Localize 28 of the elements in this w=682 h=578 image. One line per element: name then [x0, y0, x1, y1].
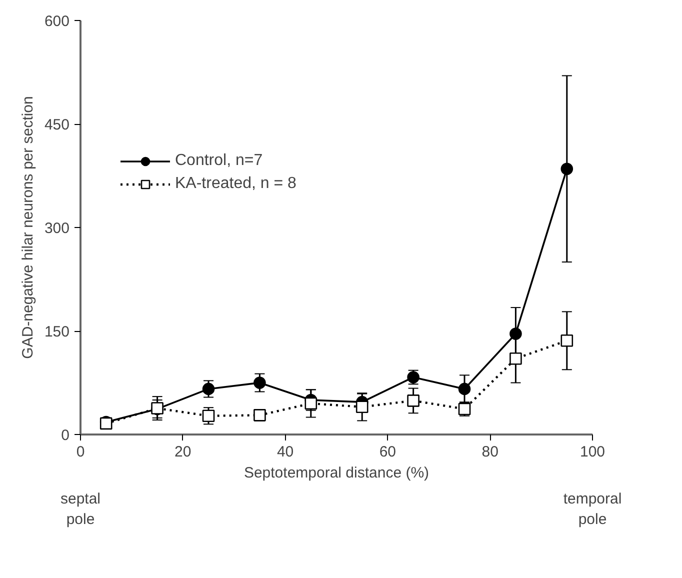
- text: temporal pole: [563, 490, 622, 528]
- x-tick-label: 100: [580, 444, 606, 460]
- point: [202, 410, 215, 422]
- point: [407, 394, 420, 407]
- point: [458, 382, 471, 396]
- x-tick-label: 40: [276, 444, 294, 460]
- legend-label: KA-treated, n = 8: [175, 175, 296, 193]
- point: [560, 334, 574, 347]
- y-tick-label: 300: [44, 220, 70, 237]
- text: septal pole: [60, 490, 101, 528]
- point: [304, 397, 318, 410]
- legend-label: Control, n=7: [175, 152, 263, 170]
- x-tick-label: 0: [76, 444, 85, 460]
- x-tick-label: 20: [174, 444, 192, 460]
- x-tick-label: 80: [482, 444, 498, 460]
- point: [202, 382, 215, 396]
- y-axis-title: GAD-negative hilar neurons per section: [19, 96, 36, 359]
- y-tick-label: 600: [44, 13, 70, 30]
- x-tick-label: 60: [379, 444, 396, 460]
- x-axis-title: Septotemporal distance (%): [244, 464, 430, 482]
- point: [356, 400, 368, 414]
- y-tick-label: 150: [44, 324, 70, 340]
- y-tick-label: 450: [44, 116, 70, 134]
- point: [560, 162, 574, 175]
- point: [510, 352, 522, 365]
- point: [254, 376, 266, 389]
- point: [510, 328, 522, 340]
- y-tick-label: 0: [61, 427, 70, 444]
